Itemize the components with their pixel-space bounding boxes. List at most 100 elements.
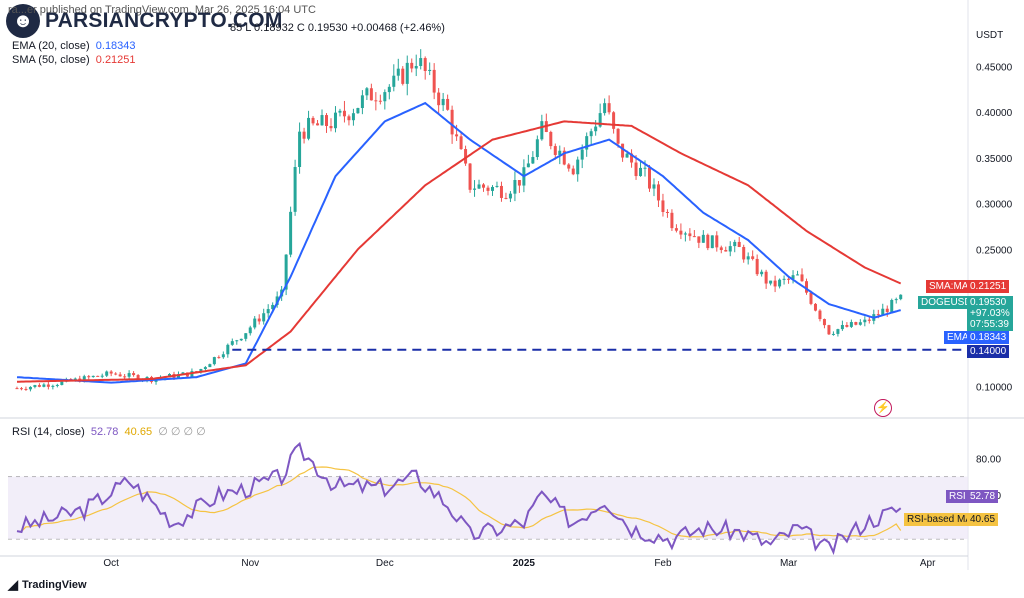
candle-body: [432, 69, 436, 93]
candle-body: [760, 271, 764, 275]
tradingview-brand: TradingView: [22, 579, 87, 591]
candle-body: [468, 163, 472, 190]
ema-value-tag: 0.18343: [967, 331, 1010, 344]
candle-body: [378, 100, 382, 102]
candle-body: [123, 376, 127, 378]
candle-body: [813, 303, 817, 311]
candle-body: [849, 322, 853, 327]
ema-legend[interactable]: EMA (20, close) 0.18343: [12, 40, 136, 52]
candle-body: [136, 375, 140, 381]
candle-body: [755, 258, 759, 275]
candle-body: [513, 180, 517, 194]
candle-body: [226, 344, 230, 355]
tradingview-footer[interactable]: ◢ TradingView: [8, 577, 87, 593]
candle-body: [643, 167, 647, 169]
candle-body: [24, 388, 28, 390]
candle-body: [15, 388, 19, 390]
candle-body: [585, 136, 589, 150]
candle-body: [733, 241, 737, 247]
candle-body: [320, 115, 324, 126]
candle-body: [37, 385, 41, 387]
rsi-ma-value-tag: 40.65: [967, 513, 999, 526]
rsi-tag: RSI: [946, 490, 969, 503]
candle-body: [347, 116, 351, 121]
candle-body: [486, 187, 490, 191]
candle-body: [508, 193, 512, 199]
candle-body: [706, 234, 710, 249]
price-tick-label: 0.45000: [976, 63, 1013, 74]
candle-body: [230, 341, 234, 345]
candle-body: [289, 211, 293, 255]
candle-body: [683, 233, 687, 235]
candle-body: [639, 167, 643, 177]
candle-body: [594, 126, 598, 132]
symbol-tag: DOGEUSDT: [918, 296, 981, 309]
rsi-legend[interactable]: RSI (14, close) 52.78 40.65 ∅ ∅ ∅ ∅: [12, 426, 206, 438]
tradingview-icon: ◢: [8, 577, 18, 592]
candle-body: [87, 376, 91, 378]
candle-body: [239, 338, 243, 341]
x-tick-label: Nov: [241, 558, 259, 569]
candle-body: [517, 180, 521, 186]
candle-body: [316, 123, 320, 126]
x-tick-label: Dec: [376, 558, 394, 569]
candle-body: [818, 310, 822, 320]
candle-body: [342, 110, 346, 117]
candle-body: [805, 281, 809, 293]
candle-body: [33, 385, 37, 387]
candle-body: [495, 185, 499, 187]
rsi-value-tag: 52.78: [967, 490, 999, 503]
candle-body: [625, 153, 629, 158]
support-tag: 0.14000: [967, 345, 1010, 358]
candle-body: [271, 304, 275, 310]
candle-body: [612, 112, 616, 129]
candle-body: [773, 280, 777, 287]
candle-body: [127, 373, 131, 377]
candle-body: [387, 86, 391, 93]
candle-body: [809, 292, 813, 304]
person-icon: ☻: [6, 4, 40, 38]
candle-body: [244, 333, 248, 339]
candle-body: [553, 146, 557, 155]
candle-body: [598, 113, 602, 127]
price-tick-label: 0.25000: [976, 245, 1013, 256]
candle-body: [351, 113, 355, 121]
candle-body: [401, 68, 405, 84]
candle-body: [100, 375, 104, 377]
candle-body: [840, 325, 844, 330]
candle-body: [876, 314, 880, 316]
candle-body: [55, 384, 59, 386]
candle-body: [890, 300, 894, 313]
last-price: 0.19530: [970, 297, 1007, 308]
x-tick-label: Feb: [654, 558, 672, 569]
candle-body: [881, 308, 885, 315]
candle-body: [105, 371, 109, 376]
candle-body: [858, 322, 862, 325]
candle-body: [567, 164, 571, 169]
candle-body: [576, 159, 580, 175]
candle-body: [42, 384, 46, 387]
logo-text: PARSIANCRYPTO.COM: [45, 9, 283, 32]
price-tick-label: 0.40000: [976, 108, 1013, 119]
candle-body: [737, 241, 741, 247]
candle-body: [455, 134, 459, 137]
candle-body: [410, 62, 414, 69]
candle-body: [652, 184, 656, 189]
candle-body: [692, 236, 696, 238]
candle-body: [764, 271, 768, 284]
candle-body: [688, 233, 692, 237]
candle-body: [392, 75, 396, 87]
candle-body: [490, 186, 494, 191]
candle-body: [217, 357, 221, 359]
candle-body: [482, 184, 486, 188]
candle-body: [701, 234, 705, 243]
candle-body: [441, 98, 445, 106]
candle-body: [796, 274, 800, 276]
candle-body: [253, 318, 257, 328]
bolt-icon[interactable]: ⚡: [874, 399, 892, 417]
candle-body: [630, 153, 634, 163]
candle-body: [679, 230, 683, 235]
candle-body: [114, 373, 118, 375]
sma-legend[interactable]: SMA (50, close) 0.21251: [12, 54, 136, 66]
candle-body: [302, 131, 306, 139]
